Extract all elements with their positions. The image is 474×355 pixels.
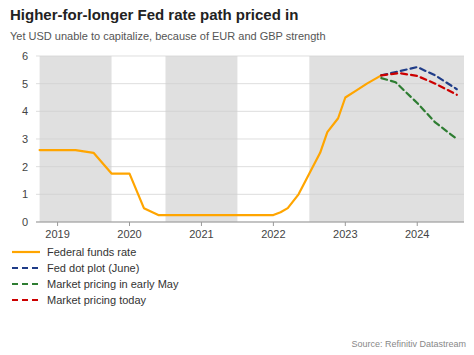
- x-tick: [273, 222, 274, 226]
- x-tick-label: 2022: [261, 228, 285, 240]
- x-tick: [417, 222, 418, 226]
- series-line: [381, 78, 457, 139]
- x-axis-line: [36, 222, 464, 223]
- subtitle: Yet USD unable to capitalize, because of…: [10, 30, 326, 42]
- lines: [40, 67, 457, 215]
- y-tick-label: 5: [22, 78, 28, 90]
- legend: Federal funds rate Fed dot plot (June) Mar…: [12, 246, 179, 306]
- legend-label: Market pricing today: [47, 294, 147, 306]
- grid-line: [36, 222, 464, 223]
- x-tick-label: 2020: [117, 228, 141, 240]
- legend-label: Market pricing in early May: [47, 278, 179, 290]
- x-tick: [345, 222, 346, 226]
- grid-line: [36, 139, 464, 140]
- series-line: [40, 75, 382, 215]
- legend-swatch: [12, 299, 40, 301]
- x-tick: [129, 222, 130, 226]
- grid-line: [36, 83, 464, 84]
- x-tick-label: 2021: [189, 228, 213, 240]
- chart: Higher-for-longer Fed rate path priced i…: [0, 0, 474, 355]
- x-tick-label: 2024: [405, 228, 429, 240]
- y-tick-label: 0: [22, 216, 28, 228]
- x-tick-label: 2023: [333, 228, 357, 240]
- legend-label: Federal funds rate: [47, 246, 136, 258]
- grid-line: [36, 111, 464, 112]
- y-tick-label: 1: [22, 188, 28, 200]
- grid-line: [36, 56, 464, 57]
- grid-line: [36, 166, 464, 167]
- x-tick: [57, 222, 58, 226]
- y-tick-label: 3: [22, 133, 28, 145]
- legend-swatch: [12, 283, 40, 285]
- grid-line: [36, 194, 464, 195]
- series-line: [381, 67, 457, 89]
- title: Higher-for-longer Fed rate path priced i…: [10, 6, 298, 23]
- y-tick-label: 2: [22, 161, 28, 173]
- series-line: [381, 73, 457, 95]
- source: Source: Refinitiv Datastream: [351, 339, 466, 349]
- y-tick-label: 4: [22, 105, 28, 117]
- legend-label: Fed dot plot (June): [47, 262, 139, 274]
- x-tick-label: 2019: [45, 228, 69, 240]
- legend-swatch: [12, 267, 40, 269]
- x-tick: [201, 222, 202, 226]
- legend-swatch: [12, 251, 40, 253]
- y-tick-label: 6: [22, 50, 28, 62]
